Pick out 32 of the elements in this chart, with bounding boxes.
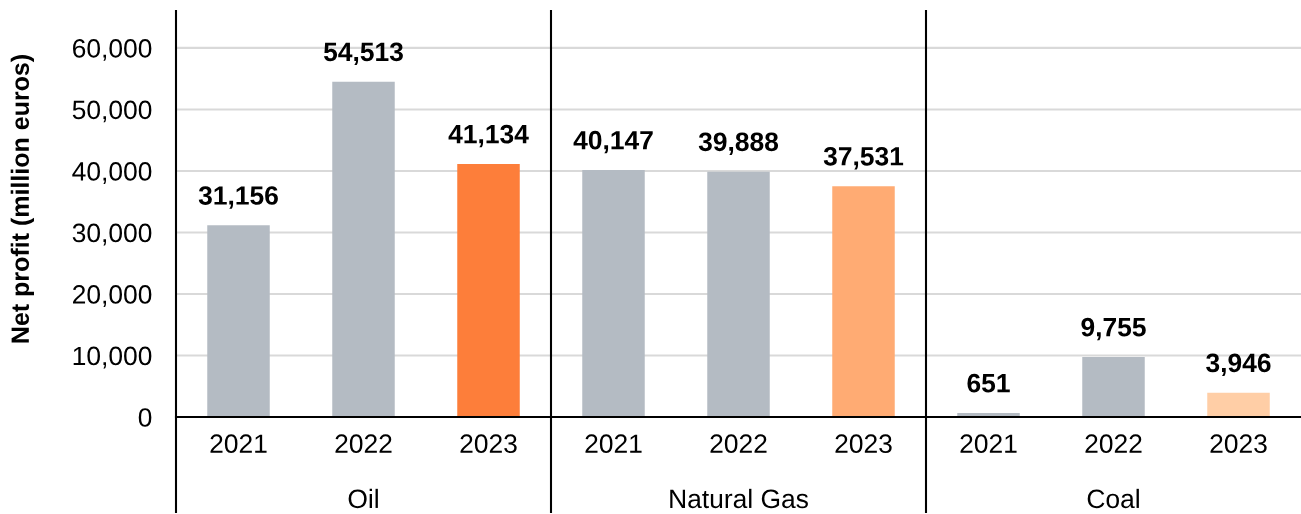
x-tick-label: 2021 <box>960 434 1017 454</box>
x-tick-label: 2021 <box>585 434 642 454</box>
data-label: 651 <box>967 373 1010 393</box>
x-tick-label: 2021 <box>210 434 267 454</box>
x-tick-label: 2023 <box>1210 434 1267 454</box>
x-tick-label: 2023 <box>835 434 892 454</box>
data-label: 41,134 <box>448 124 529 148</box>
data-label: 31,156 <box>198 186 278 209</box>
y-axis-title: Net profit (million euros) <box>10 55 34 343</box>
data-label: 37,531 <box>823 146 904 170</box>
data-label: 3,946 <box>1206 353 1271 377</box>
y-tick-label: 20,000 <box>73 285 152 307</box>
y-tick-label: 40,000 <box>72 162 152 184</box>
y-tick-label: 60,000 <box>73 39 152 61</box>
data-label: 40,147 <box>573 130 653 154</box>
y-tick-label: 30,000 <box>72 223 152 246</box>
bar <box>332 81 395 417</box>
data-label: 39,888 <box>698 132 779 155</box>
bar <box>457 163 520 417</box>
y-tick-label: 50,000 <box>72 100 152 123</box>
x-tick-label: 2023 <box>460 434 517 454</box>
y-tick-label: 0 <box>138 408 152 427</box>
x-axis-title: Coal <box>1087 488 1139 509</box>
y-tick-label: 10,000 <box>73 346 152 369</box>
data-label: 9,755 <box>1081 317 1146 341</box>
bar <box>207 225 270 417</box>
x-axis-title: Oil <box>348 488 378 509</box>
x-tick-label: 2022 <box>1085 434 1142 454</box>
x-axis-title: Natural Gas <box>670 488 808 509</box>
x-tick-label: 2022 <box>710 434 767 454</box>
data-label: 54,513 <box>323 42 403 65</box>
x-tick-label: 2022 <box>335 434 392 454</box>
